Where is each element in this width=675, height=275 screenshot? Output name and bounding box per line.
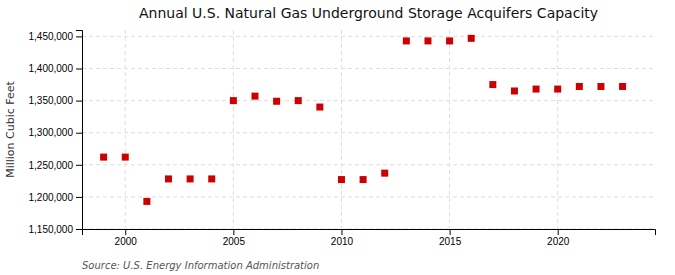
axis-line [76,31,83,230]
tick-mark [558,229,559,235]
point [511,87,518,94]
tick: 1,300,000 [29,127,83,138]
grid-line [82,100,655,101]
tick-mark [233,229,234,235]
grid [82,30,655,229]
grid-line [82,36,655,37]
point [554,86,561,93]
point [273,98,280,105]
point [295,97,302,104]
point [468,35,475,42]
grid-line [82,164,655,165]
tick-mark [76,69,82,70]
point [338,176,345,183]
point [208,175,215,182]
tick-mark [76,165,82,166]
grid-line [82,68,655,69]
tick-label: 1,150,000 [29,224,74,235]
point [597,83,604,90]
tick: 1,450,000 [29,31,83,42]
tick: 1,200,000 [29,192,83,203]
tick-label: 1,400,000 [29,63,74,74]
tick: 1,400,000 [29,63,83,74]
point [576,83,583,90]
tick-label: 2010 [331,236,354,247]
point [533,86,540,93]
point [165,175,172,182]
tick-label: 1,300,000 [29,127,74,138]
points [100,35,626,205]
tick-label: 1,250,000 [29,160,74,171]
tick: 1,150,000 [29,224,83,235]
grid-line [449,30,450,229]
point [251,93,258,100]
tick-label: 1,200,000 [29,192,74,203]
tick: 2010 [331,229,354,247]
grid-line [82,132,655,133]
tick: 2005 [223,229,246,247]
point [381,170,388,177]
tick-label: 2005 [223,236,246,247]
title: Annual U.S. Natural Gas Underground Stor… [139,5,598,21]
tick: 1,350,000 [29,95,83,106]
point [403,37,410,44]
tick-label: 2000 [115,236,138,247]
tick-mark [76,197,82,198]
grid-line [557,30,558,229]
tick-mark [76,101,82,102]
point [446,37,453,44]
tick: 1,250,000 [29,160,83,171]
point [100,154,107,161]
point [143,198,150,205]
tick-label: 2015 [439,236,462,247]
tick-mark [450,229,451,235]
point [360,176,367,183]
point [619,83,626,90]
annotation: Source: U.S. Energy Information Administ… [82,260,319,271]
x-axis: 2000 2005 2010 2015 2020 [83,229,656,247]
y-axis: 1,150,000 1,200,000 1,250,000 1,300,000 1,35… [29,31,83,235]
tick-label: 1,350,000 [29,95,74,106]
tick-mark [76,133,82,134]
point [316,104,323,111]
point [424,37,431,44]
axis-line [83,230,656,236]
point [489,81,496,88]
point [187,175,194,182]
tick-mark [76,229,82,230]
tick-mark [341,229,342,235]
tick-label: 2020 [547,236,570,247]
tick: 2015 [439,229,462,247]
tick-mark [125,229,126,235]
chart: 200020052010201520201,150,0001,200,0001,… [0,0,675,275]
point [230,97,237,104]
grid-line [233,30,234,229]
grid-line [82,196,655,197]
tick-mark [76,36,82,37]
tick-label: 1,450,000 [29,31,74,42]
tick: 2020 [547,229,570,247]
y-axis-label: Million Cubic Feet [4,80,17,177]
plot: 200020052010201520201,150,0001,200,0001,… [29,30,656,247]
tick: 2000 [115,229,138,247]
grid-line [341,30,342,229]
point [122,154,129,161]
grid-line [125,30,126,229]
